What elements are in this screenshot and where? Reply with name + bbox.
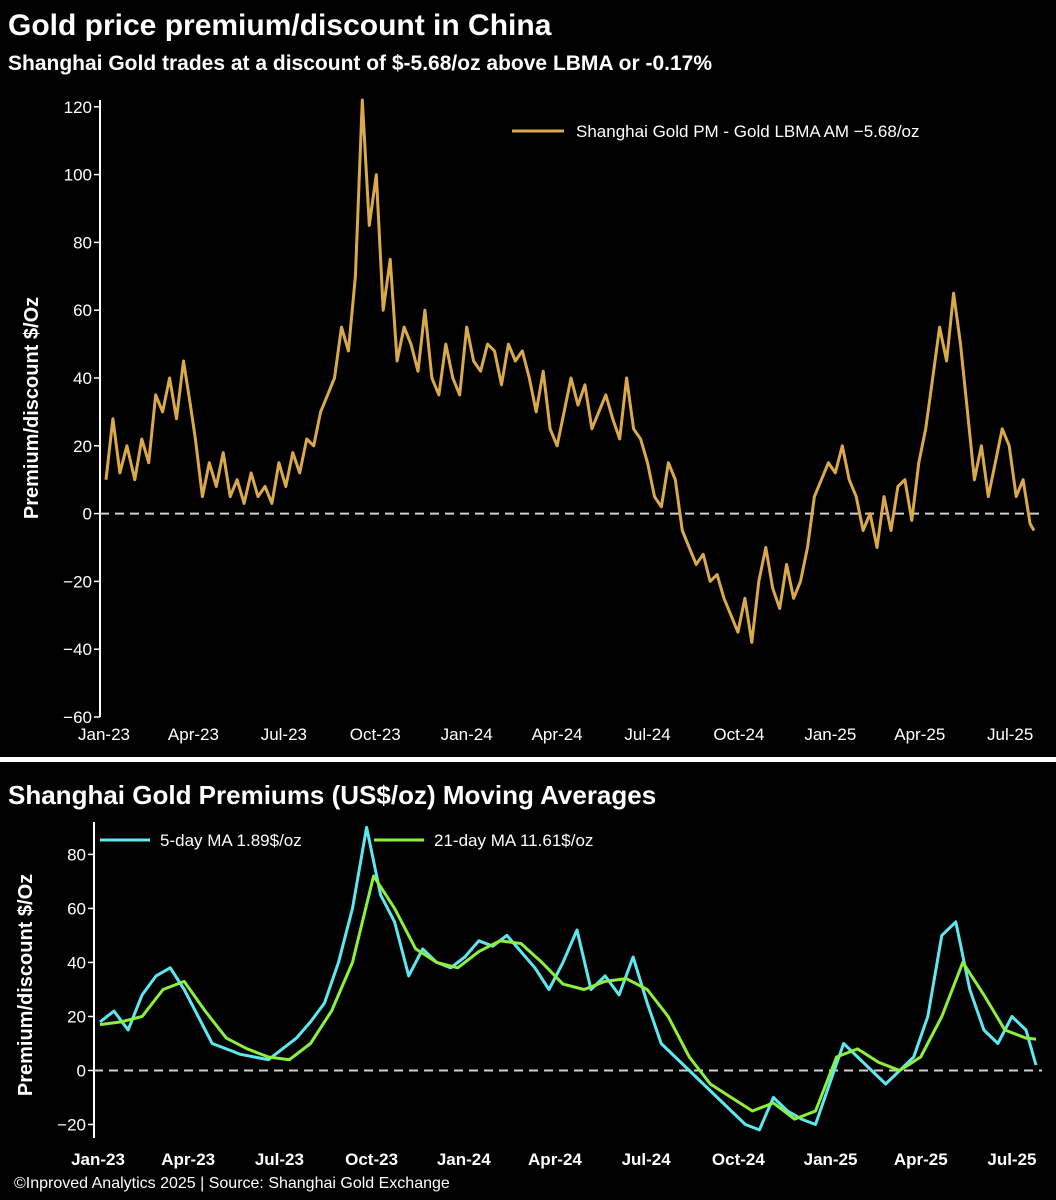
- top-chart-subtitle: Shanghai Gold trades at a discount of $-…: [8, 52, 712, 75]
- top-x-tick-label: Jan-25: [804, 725, 856, 744]
- bottom-chart-title: Shanghai Gold Premiums (US$/oz) Moving A…: [8, 780, 656, 810]
- top-y-tick-label: 0: [83, 505, 92, 524]
- bottom-x-tick-label: Jan-25: [804, 1150, 858, 1169]
- bottom-y-ticks: −20 0 20 40 60 80: [57, 845, 94, 1134]
- top-legend: Shanghai Gold PM - Gold LBMA AM −5.68/oz: [512, 122, 920, 141]
- top-x-tick-label: Apr-24: [532, 725, 583, 744]
- top-chart-title: Gold price premium/discount in China: [8, 9, 552, 42]
- top-x-tick-label: Apr-25: [894, 725, 945, 744]
- top-y-tick-label: −40: [63, 640, 92, 659]
- top-legend-label: Shanghai Gold PM - Gold LBMA AM −5.68/oz: [576, 122, 920, 141]
- top-x-tick-label: Jan-23: [78, 725, 130, 744]
- bottom-x-tick-label: Oct-23: [345, 1150, 398, 1169]
- bottom-x-tick-label: Apr-25: [894, 1150, 948, 1169]
- bottom-y-tick-label: 20: [67, 1007, 86, 1026]
- bottom-x-tick-label: Apr-24: [528, 1150, 582, 1169]
- panel-divider: [0, 757, 1056, 762]
- bottom-x-tick-label: Jul-24: [622, 1150, 672, 1169]
- bottom-y-tick-label: 0: [77, 1061, 86, 1080]
- bottom-y-tick-label: −20: [57, 1115, 86, 1134]
- top-x-tick-label: Oct-23: [350, 725, 401, 744]
- bottom-x-tick-label: Jul-25: [987, 1150, 1036, 1169]
- top-y-axis-label: Premium/discount $/Oz: [21, 297, 43, 519]
- top-y-tick-label: 120: [64, 98, 92, 117]
- ma5-series-line: [99, 825, 1038, 1132]
- top-x-tick-label: Oct-24: [713, 725, 764, 744]
- top-y-ticks: −60 −40 −20 0 20 40 60 80 100 120: [63, 98, 100, 727]
- top-chart: −60 −40 −20 0 20 40 60 80 100 120 Jan-23 Apr-23 Jul…: [21, 98, 1040, 744]
- top-y-tick-label: 40: [73, 369, 92, 388]
- bottom-y-axis-label: Premium/discount $/Oz: [15, 874, 37, 1096]
- bottom-y-tick-label: 40: [67, 953, 86, 972]
- top-y-tick-label: −60: [63, 708, 92, 727]
- footer-source: ©Inproved Analytics 2025 | Source: Shang…: [14, 1175, 450, 1192]
- top-x-tick-label: Apr-23: [168, 725, 219, 744]
- bottom-legend: 5-day MA 1.89$/oz 21-day MA 11.61$/oz: [100, 831, 593, 850]
- ma21-series-line: [99, 874, 1037, 1121]
- bottom-x-tick-label: Jan-24: [437, 1150, 491, 1169]
- ma5-legend-label: 5-day MA 1.89$/oz: [160, 831, 302, 850]
- bottom-x-tick-label: Apr-23: [161, 1150, 215, 1169]
- top-x-tick-label: Jul-24: [624, 725, 670, 744]
- top-y-tick-label: −20: [63, 572, 92, 591]
- bottom-y-tick-label: 80: [67, 845, 86, 864]
- top-y-tick-label: 60: [73, 301, 92, 320]
- top-x-ticks: Jan-23 Apr-23 Jul-23 Oct-23 Jan-24 Apr-24 Jul-…: [78, 725, 1033, 744]
- ma21-legend-label: 21-day MA 11.61$/oz: [434, 831, 593, 850]
- top-series-line: [104, 98, 1036, 644]
- top-x-tick-label: Jul-25: [987, 725, 1033, 744]
- bottom-y-tick-label: 60: [67, 899, 86, 918]
- bottom-x-tick-label: Oct-24: [712, 1150, 765, 1169]
- top-y-tick-label: 80: [73, 233, 92, 252]
- top-x-tick-label: Jul-23: [261, 725, 307, 744]
- bottom-x-tick-label: Jan-23: [71, 1150, 125, 1169]
- bottom-x-tick-label: Jul-23: [255, 1150, 304, 1169]
- bottom-x-ticks: Jan-23 Apr-23 Jul-23 Oct-23 Jan-24 Apr-24 Jul-…: [71, 1150, 1036, 1169]
- top-x-tick-label: Jan-24: [441, 725, 493, 744]
- top-y-tick-label: 100: [64, 166, 92, 185]
- top-y-tick-label: 20: [73, 437, 92, 456]
